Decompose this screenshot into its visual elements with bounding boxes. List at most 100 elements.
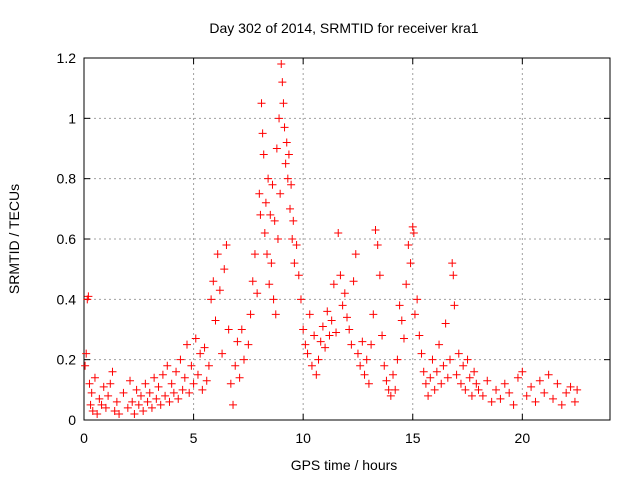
data-point: [154, 382, 163, 391]
data-point: [301, 340, 310, 349]
data-point: [492, 385, 501, 394]
data-point: [435, 340, 444, 349]
data-point: [303, 349, 312, 358]
x-tick-label: 15: [405, 430, 421, 446]
data-point: [185, 388, 194, 397]
x-tick-labels: 0 5 10 15 20: [80, 430, 530, 446]
data-point: [443, 373, 452, 382]
data-point: [178, 385, 187, 394]
data-point: [108, 367, 117, 376]
y-tick-label: 0: [68, 412, 76, 428]
data-point: [93, 409, 102, 418]
data-point: [450, 301, 459, 310]
data-point: [549, 394, 558, 403]
data-point: [470, 367, 479, 376]
x-tick-label: 10: [295, 430, 311, 446]
data-point: [367, 340, 376, 349]
data-point: [338, 301, 347, 310]
data-point: [84, 292, 93, 301]
data-point: [104, 391, 113, 400]
data-point: [141, 379, 150, 388]
data-point: [404, 241, 413, 250]
chart-title: Day 302 of 2014, SRMTID for receiver kra…: [209, 20, 478, 36]
data-point: [465, 373, 474, 382]
data-point: [327, 316, 336, 325]
data-point: [527, 382, 536, 391]
y-tick-label: 0.2: [57, 352, 77, 368]
data-point: [187, 361, 196, 370]
data-point: [362, 355, 371, 364]
data-point: [399, 334, 408, 343]
data-point: [562, 388, 571, 397]
data-point: [101, 403, 110, 412]
data-point: [371, 225, 380, 234]
data-point: [487, 397, 496, 406]
data-point: [256, 210, 265, 219]
data-point: [147, 403, 156, 412]
data-point: [454, 349, 463, 358]
data-point: [343, 313, 351, 322]
data-point: [397, 316, 406, 325]
data-point: [266, 210, 275, 219]
y-tick-label: 1: [68, 110, 76, 126]
data-point: [382, 376, 391, 385]
data-point: [428, 355, 437, 364]
data-point: [191, 334, 200, 343]
data-point: [167, 379, 176, 388]
data-point: [158, 370, 167, 379]
data-point: [463, 355, 472, 364]
data-point: [283, 174, 292, 183]
data-point: [88, 406, 97, 415]
data-point: [553, 379, 562, 388]
x-axis-label: GPS time / hours: [291, 457, 398, 473]
data-point: [239, 355, 248, 364]
data-point: [472, 379, 481, 388]
data-point: [134, 400, 143, 409]
data-point: [289, 216, 298, 225]
data-point: [244, 340, 253, 349]
data-point: [292, 241, 301, 250]
data-point: [282, 138, 291, 147]
data-point: [373, 241, 382, 250]
data-point: [273, 235, 282, 243]
data-point: [329, 280, 338, 289]
data-point: [415, 331, 424, 340]
data-point: [269, 295, 278, 304]
data-point: [112, 397, 121, 406]
data-point: [402, 280, 411, 289]
data-point: [393, 355, 402, 364]
data-point: [115, 409, 124, 418]
data-point: [386, 391, 395, 400]
data-point: [119, 388, 128, 397]
data-point: [573, 385, 582, 394]
data-point: [189, 379, 198, 388]
y-tick-label: 0.6: [57, 231, 77, 247]
data-point: [296, 295, 305, 304]
data-point: [375, 271, 384, 280]
data-point: [312, 370, 321, 379]
data-point: [332, 328, 341, 337]
data-point: [318, 322, 327, 331]
data-point: [432, 367, 441, 376]
data-point: [340, 289, 349, 298]
data-point: [218, 349, 227, 358]
data-point: [478, 391, 487, 400]
data-point: [196, 349, 205, 358]
data-point: [271, 310, 280, 319]
data-point: [258, 129, 267, 138]
data-point: [209, 277, 218, 286]
data-point: [126, 376, 135, 385]
data-point: [250, 250, 259, 259]
data-point: [163, 361, 172, 370]
data-point: [513, 373, 522, 382]
data-point: [287, 180, 296, 189]
data-point: [419, 367, 428, 376]
data-point: [430, 385, 439, 394]
data-point: [106, 379, 115, 388]
data-point: [233, 337, 242, 346]
data-point: [156, 400, 165, 409]
data-point: [226, 379, 235, 388]
data-point: [483, 376, 492, 385]
data-point: [321, 343, 330, 352]
data-point: [130, 409, 139, 418]
